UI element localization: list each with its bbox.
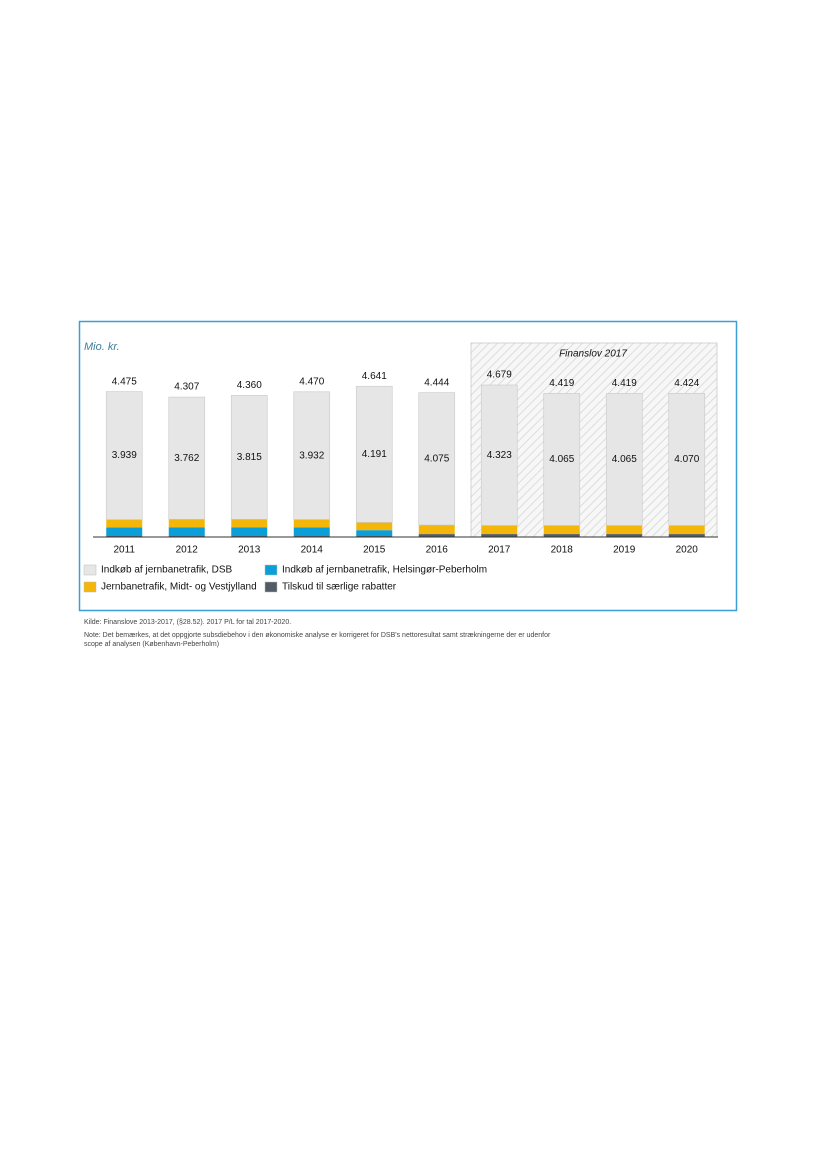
data-label: 3.932 — [299, 450, 324, 461]
bar-segment — [605, 393, 643, 526]
data-label: 4.075 — [424, 453, 449, 464]
unit-label: Mio. kr. — [84, 341, 120, 353]
total-label: 4.424 — [674, 378, 699, 389]
legend-label: Indkøb af jernbanetrafik, DSB — [101, 565, 233, 576]
total-label: 4.307 — [174, 382, 199, 393]
x-tick-label: 2018 — [551, 545, 574, 556]
bar-segment — [356, 522, 393, 531]
total-label: 4.475 — [112, 376, 137, 387]
legend-label: Indkøb af jernbanetrafik, Helsingør-Pebe… — [282, 565, 487, 576]
total-label: 4.419 — [549, 378, 574, 389]
total-label: 4.470 — [299, 376, 324, 387]
bar-segment — [543, 534, 580, 537]
legend-label: Jernbanetrafik, Midt- og Vestjylland — [101, 582, 257, 593]
data-label: 4.065 — [612, 454, 637, 465]
x-tick-label: 2014 — [301, 545, 324, 556]
legend-swatch — [264, 581, 278, 593]
x-tick-label: 2012 — [176, 545, 199, 556]
bar-segment — [231, 519, 268, 528]
x-tick-label: 2015 — [363, 545, 386, 556]
data-label: 3.762 — [174, 453, 199, 464]
bar-segment — [355, 385, 393, 523]
data-label: 4.065 — [549, 454, 574, 465]
bar-segment — [668, 534, 705, 537]
data-label: 4.323 — [487, 450, 512, 461]
bar-segment — [668, 392, 706, 526]
bar-segment — [293, 527, 330, 537]
legend-label: Tilskud til særlige rabatter — [282, 582, 397, 593]
bar-segment — [356, 530, 393, 537]
bar-segment — [543, 525, 580, 535]
bar-segment — [418, 392, 456, 526]
bar-segment — [168, 396, 206, 520]
x-tick-label: 2020 — [676, 545, 699, 556]
bar-segment — [606, 534, 643, 537]
annotation: Finanslov 2017 — [559, 349, 627, 360]
total-label: 4.444 — [424, 377, 449, 388]
x-tick-label: 2019 — [613, 545, 636, 556]
bar-segment — [606, 525, 643, 535]
data-label: 4.070 — [674, 454, 699, 465]
legend-swatch — [264, 564, 278, 576]
note: scope af analysen (København-Peberholm) — [84, 641, 219, 648]
bar-segment — [293, 519, 330, 528]
bar-segment — [293, 391, 331, 520]
note: Note: Det bemærkes, at det oppgjorte sub… — [84, 632, 551, 639]
data-label: 3.815 — [237, 452, 262, 463]
bar-segment — [105, 391, 143, 520]
x-tick-label: 2013 — [238, 545, 261, 556]
bar-segment — [480, 384, 518, 526]
bar-segment — [418, 525, 455, 535]
total-label: 4.679 — [487, 370, 512, 381]
bar-segment — [231, 527, 268, 537]
bar-segment — [168, 527, 205, 537]
bar-segment — [543, 393, 581, 526]
bar-segment — [418, 534, 455, 537]
data-label: 3.939 — [112, 450, 137, 461]
data-label: 4.191 — [362, 449, 387, 460]
x-tick-label: 2016 — [426, 545, 449, 556]
plot: Finanslov 2017 3.939 4.475 2011 3.762 4.307 20… — [83, 342, 718, 593]
bar-segment — [168, 519, 205, 528]
bar-segment — [481, 534, 518, 537]
bar-segment — [668, 525, 705, 535]
total-label: 4.419 — [612, 378, 637, 389]
total-label: 4.641 — [362, 371, 387, 382]
legend-swatch — [83, 564, 97, 576]
legend-swatch — [83, 581, 97, 593]
x-tick-label: 2017 — [488, 545, 511, 556]
bar-segment — [481, 525, 518, 535]
bar-segment — [230, 395, 268, 520]
bar-segment — [106, 527, 143, 537]
x-tick-label: 2011 — [113, 545, 135, 556]
source: Kilde: Finanslove 2013-2017, (§28.52). 2… — [84, 619, 291, 626]
total-label: 4.360 — [237, 380, 262, 391]
bar-segment — [106, 519, 143, 528]
